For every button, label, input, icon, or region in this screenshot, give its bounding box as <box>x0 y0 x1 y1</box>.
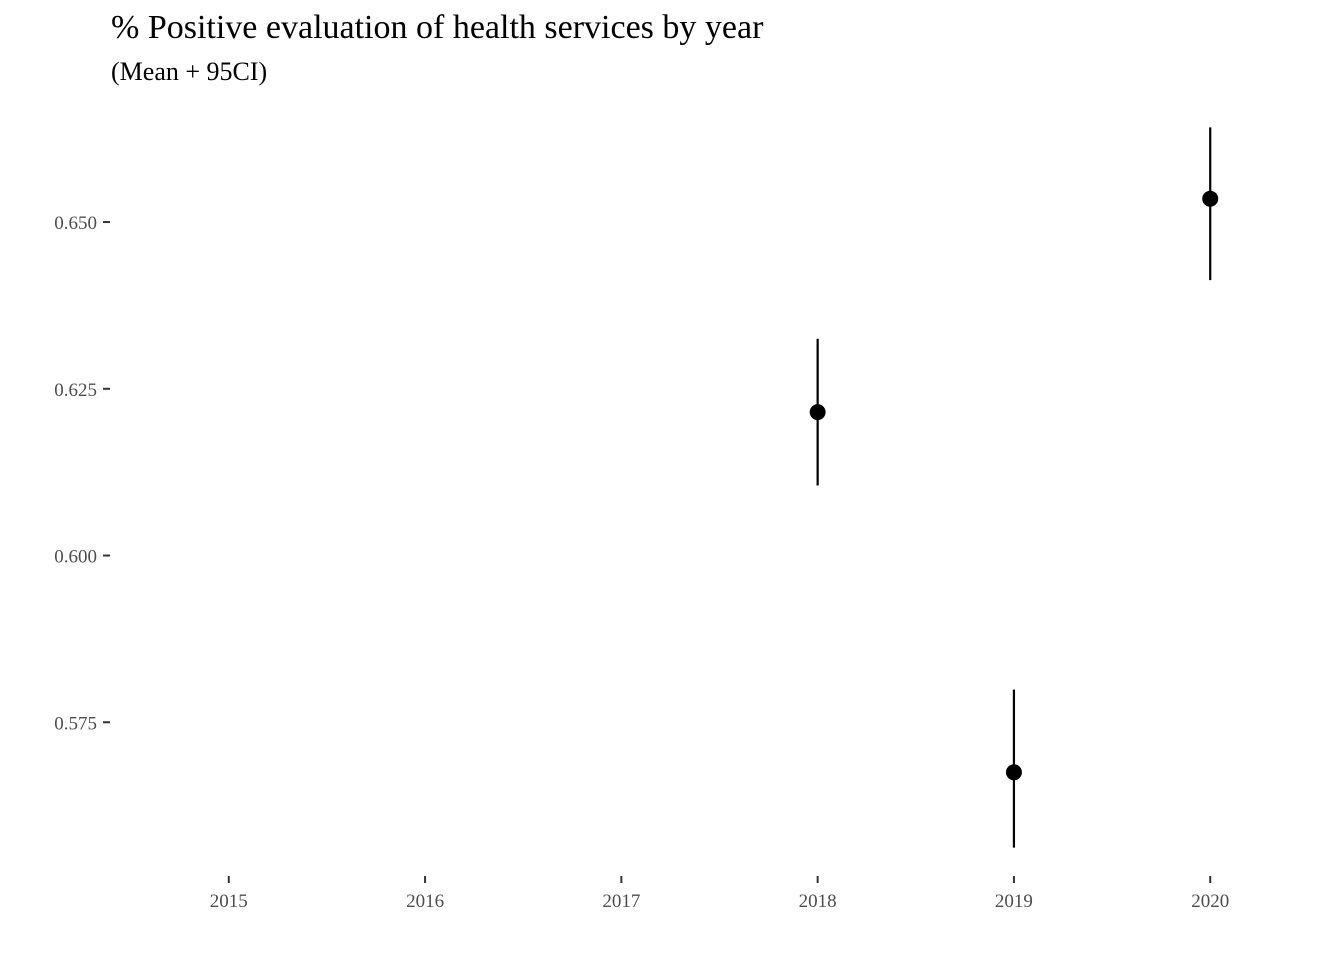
mean-point-2020 <box>1202 190 1219 207</box>
y-tick-label: 0.575 <box>54 713 97 734</box>
mean-point-2019 <box>1005 764 1022 781</box>
x-tick-label: 2017 <box>602 891 640 912</box>
mean-point-2018 <box>809 404 826 421</box>
chart-subtitle: (Mean + 95CI) <box>111 57 268 86</box>
mean-points <box>809 190 1219 781</box>
y-tick-label: 0.625 <box>54 380 97 401</box>
y-tick-label: 0.650 <box>54 213 97 234</box>
errorbars <box>816 127 1212 848</box>
chart-title: % Positive evaluation of health services… <box>111 9 764 46</box>
x-tick-label: 2015 <box>210 891 248 912</box>
y-tick-label: 0.600 <box>54 547 97 568</box>
y-axis: 0.575 0.600 0.625 0.650 <box>54 213 110 734</box>
x-tick-label: 2020 <box>1191 891 1229 912</box>
x-tick-label: 2019 <box>995 891 1033 912</box>
x-axis: 2015 2016 2017 2018 2019 2020 <box>210 876 1229 912</box>
x-tick-label: 2018 <box>799 891 837 912</box>
x-tick-label: 2016 <box>406 891 444 912</box>
